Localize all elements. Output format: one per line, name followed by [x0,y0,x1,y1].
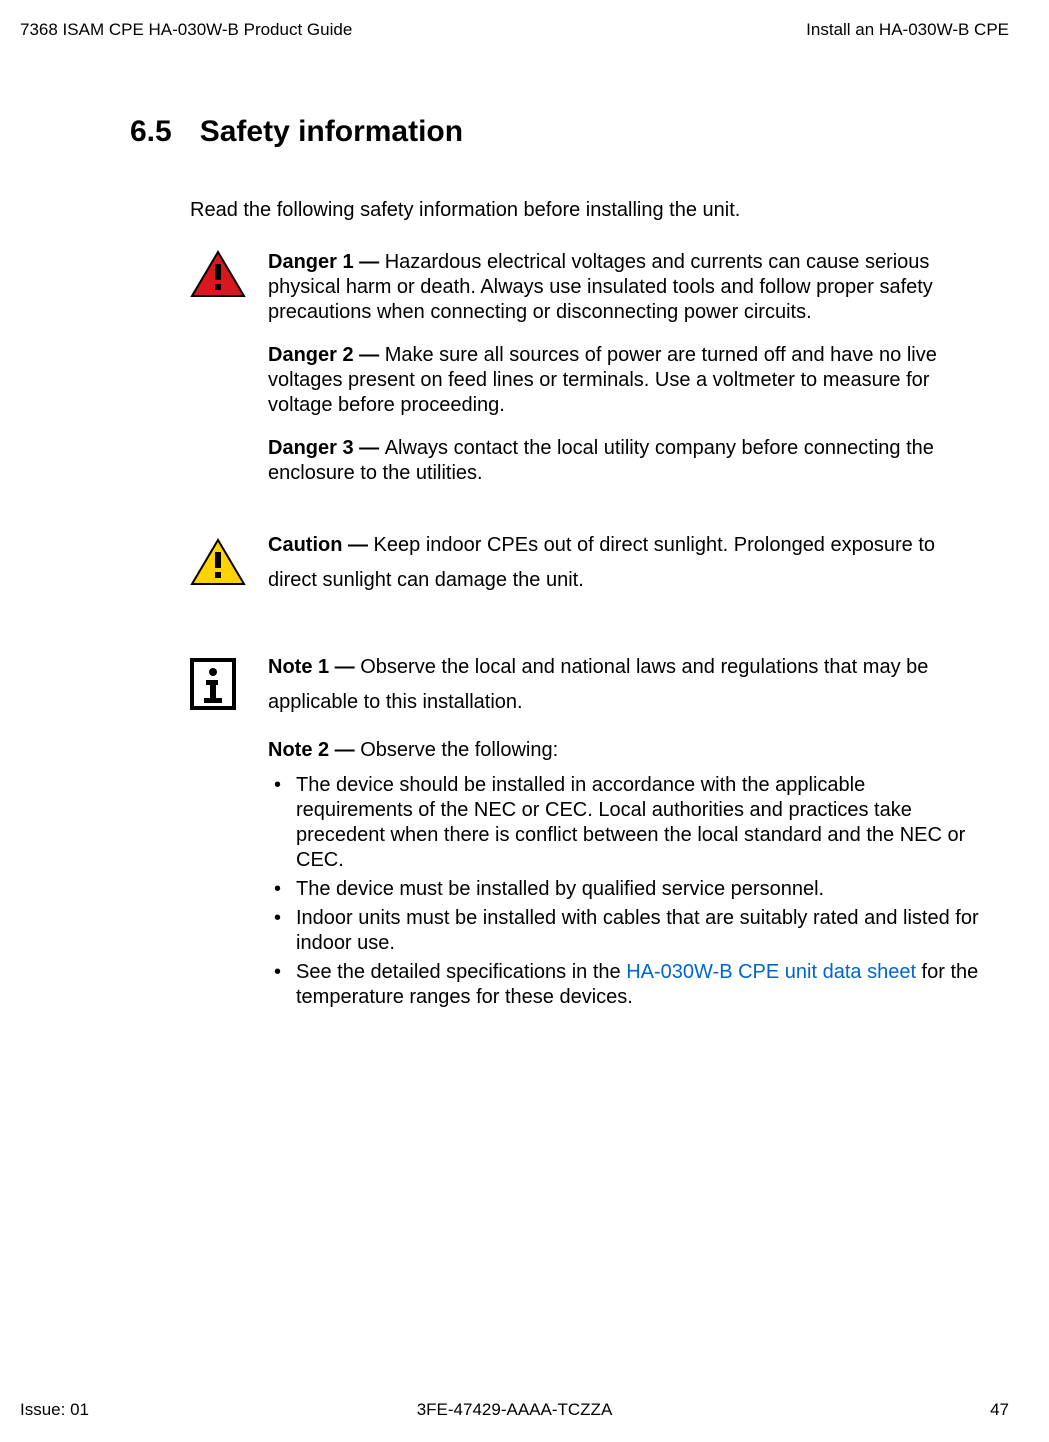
note-block: Note 1 — Observe the local and national … [190,650,979,1014]
note-1: Note 1 — Observe the local and national … [268,650,979,720]
danger-3-label: Danger 3 — [268,437,385,459]
caution-1: Caution — Keep indoor CPEs out of direct… [268,528,979,598]
danger-block: Danger 1 — Hazardous electrical voltages… [190,250,979,486]
page-header: 7368 ISAM CPE HA-030W-B Product Guide In… [20,20,1009,40]
footer-left: Issue: 01 [20,1400,89,1420]
danger-3: Danger 3 — Always contact the local util… [268,436,979,486]
bullet-3: Indoor units must be installed with cabl… [268,906,979,956]
note-text: Note 1 — Observe the local and national … [268,650,979,1014]
caution-text: Caution — Keep indoor CPEs out of direct… [268,528,979,598]
section-title: Safety information [200,115,463,149]
footer-center: 3FE-47429-AAAA-TCZZA [417,1400,613,1420]
note-bullets: The device should be installed in accord… [268,773,979,1010]
bullet-2: The device must be installed by qualifie… [268,877,979,902]
note-2-text: Observe the following: [360,739,558,761]
note-1-text: Observe the local and national laws and … [268,656,928,713]
note-2: Note 2 — Observe the following: [268,738,979,763]
note-1-label: Note 1 — [268,656,360,678]
bullet-4: See the detailed specifications in the H… [268,960,979,1010]
note-icon [190,650,246,1014]
caution-1-label: Caution — [268,534,374,556]
danger-2: Danger 2 — Make sure all sources of powe… [268,343,979,418]
datasheet-link[interactable]: HA-030W-B CPE unit data sheet [626,961,916,983]
intro-text: Read the following safety information be… [190,199,1009,222]
danger-text: Danger 1 — Hazardous electrical voltages… [268,250,979,486]
footer-right: 47 [990,1400,1009,1420]
note-2-label: Note 2 — [268,739,360,761]
caution-icon [190,528,246,598]
header-left: 7368 ISAM CPE HA-030W-B Product Guide [20,20,352,40]
bullet-4-a: See the detailed specifications in the [296,961,626,983]
page-footer: Issue: 01 3FE-47429-AAAA-TCZZA 47 [20,1400,1009,1420]
bullet-1: The device should be installed in accord… [268,773,979,873]
danger-1: Danger 1 — Hazardous electrical voltages… [268,250,979,325]
header-right: Install an HA-030W-B CPE [806,20,1009,40]
section-heading: 6.5 Safety information [130,115,1009,149]
page: 7368 ISAM CPE HA-030W-B Product Guide In… [0,0,1049,1442]
danger-icon [190,250,246,486]
danger-2-label: Danger 2 — [268,344,385,366]
danger-1-label: Danger 1 — [268,251,385,273]
section-number: 6.5 [130,115,172,149]
caution-block: Caution — Keep indoor CPEs out of direct… [190,528,979,598]
